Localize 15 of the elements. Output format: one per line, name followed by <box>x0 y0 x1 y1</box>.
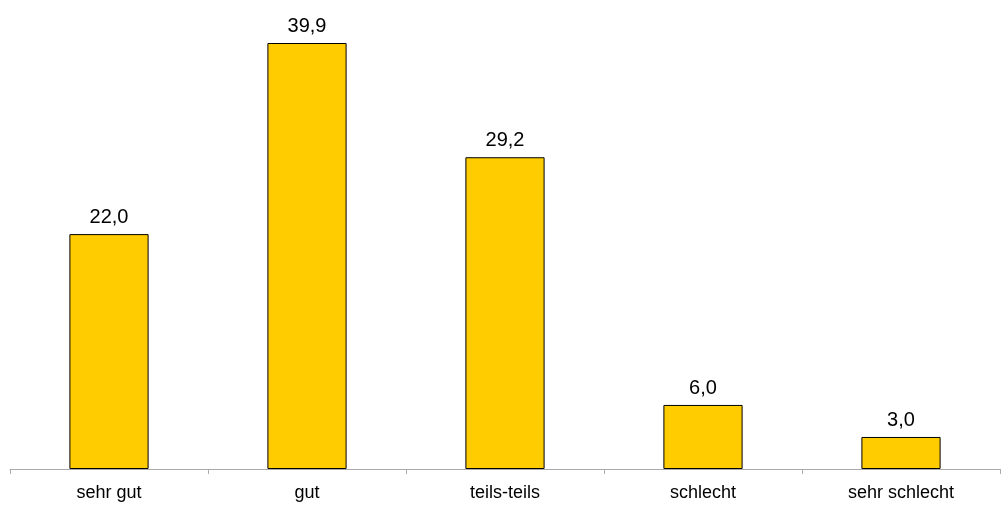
x-tick-label: teils-teils <box>469 482 541 502</box>
data-label: 39,9 <box>287 14 327 36</box>
bar <box>861 436 941 469</box>
data-label: 22,0 <box>89 205 129 228</box>
bar <box>465 157 545 469</box>
data-label: 6,0 <box>689 375 717 398</box>
bar <box>663 404 743 469</box>
data-label: 29,2 <box>485 128 525 151</box>
x-tick-label: schlecht <box>669 482 737 502</box>
x-tick-label: gut <box>294 482 320 502</box>
bar <box>69 234 149 469</box>
x-tick-label: sehr schlecht <box>847 482 955 502</box>
bar <box>267 43 347 469</box>
data-label: 3,0 <box>887 407 915 430</box>
x-tick-label: sehr gut <box>76 482 142 502</box>
